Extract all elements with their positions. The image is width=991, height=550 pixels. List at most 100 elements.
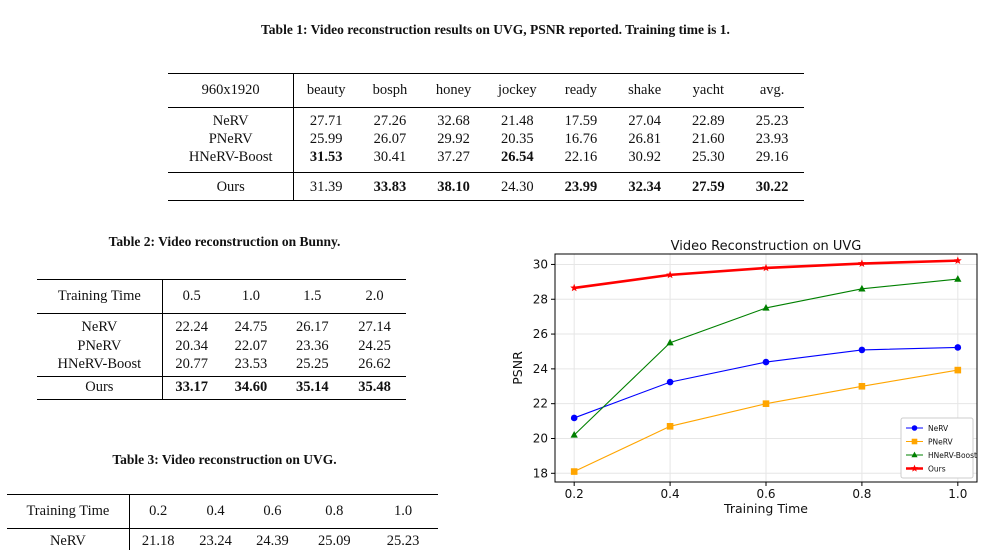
- legend-marker: [912, 425, 918, 431]
- table-header-cell: honey: [422, 74, 486, 108]
- table-cell: 32.34: [613, 173, 677, 201]
- table-cell: 21.60: [677, 130, 741, 149]
- table-cell: 20.77: [162, 356, 220, 376]
- table-cell: 29.92: [422, 130, 486, 149]
- legend-marker: [912, 439, 918, 445]
- table-cell: 22.24: [162, 314, 220, 337]
- table-header-cell: 2.0: [343, 280, 406, 314]
- table-header-cell: ready: [549, 74, 613, 108]
- table-cell: 22.89: [677, 108, 741, 131]
- x-axis-label: Training Time: [723, 501, 808, 516]
- table-header-cell: 1.0: [368, 495, 438, 529]
- table-cell: 32.68: [422, 108, 486, 131]
- y-axis-label: PSNR: [510, 351, 525, 385]
- table-cell: 25.23: [740, 108, 804, 131]
- table-cell: 35.14: [281, 376, 343, 399]
- table-cell: 34.60: [221, 376, 282, 399]
- table-cell: 26.17: [281, 314, 343, 337]
- table-header-cell: 0.8: [300, 495, 368, 529]
- table-header-cell: bosph: [358, 74, 422, 108]
- table-cell: 24.39: [245, 529, 301, 550]
- table-cell: PNeRV: [37, 336, 162, 356]
- table-cell: 24.75: [221, 314, 282, 337]
- table-header-cell: 0.4: [187, 495, 245, 529]
- table-cell: 24.25: [343, 336, 406, 356]
- x-tick-label: 0.4: [661, 487, 680, 501]
- legend-label: Ours: [928, 465, 946, 474]
- table-cell: 23.99: [549, 173, 613, 201]
- data-point: [571, 468, 578, 475]
- table-cell: NeRV: [7, 529, 129, 550]
- table-header-cell: Training Time: [37, 280, 162, 314]
- table-cell: 26.07: [358, 130, 422, 149]
- data-point: [763, 400, 770, 407]
- table-cell: PNeRV: [168, 130, 294, 149]
- table-cell: 30.22: [740, 173, 804, 201]
- x-tick-label: 1.0: [948, 487, 967, 501]
- y-tick-label: 24: [533, 362, 548, 376]
- table-cell: NeRV: [37, 314, 162, 337]
- table-header-cell: jockey: [485, 74, 549, 108]
- table-cell: 37.27: [422, 149, 486, 173]
- table-cell: Ours: [168, 173, 294, 201]
- table-cell: 26.81: [613, 130, 677, 149]
- table-cell: 25.09: [300, 529, 368, 550]
- table-cell: 30.92: [613, 149, 677, 173]
- table-cell: 21.48: [485, 108, 549, 131]
- table-cell: 20.34: [162, 336, 220, 356]
- table-header-cell: avg.: [740, 74, 804, 108]
- table-header-cell: 1.0: [221, 280, 282, 314]
- table-header-cell: shake: [613, 74, 677, 108]
- table-cell: 27.04: [613, 108, 677, 131]
- y-tick-label: 18: [533, 466, 548, 480]
- table2-caption: Table 2: Video reconstruction on Bunny.: [0, 234, 449, 250]
- table-cell: 16.76: [549, 130, 613, 149]
- y-tick-label: 30: [533, 257, 548, 271]
- legend-label: NeRV: [928, 424, 949, 433]
- table-cell: HNeRV-Boost: [168, 149, 294, 173]
- table-cell: 24.30: [485, 173, 549, 201]
- table-header-cell: 1.5: [281, 280, 343, 314]
- table-cell: 27.59: [677, 173, 741, 201]
- table-cell: 35.48: [343, 376, 406, 399]
- x-tick-label: 0.6: [756, 487, 775, 501]
- legend-label: HNeRV-Boost: [928, 451, 977, 460]
- table-header-cell: 0.5: [162, 280, 220, 314]
- table-cell: 22.07: [221, 336, 282, 356]
- table-cell: 23.93: [740, 130, 804, 149]
- table-cell: 38.10: [422, 173, 486, 201]
- table-cell: 27.14: [343, 314, 406, 337]
- data-point: [571, 415, 578, 422]
- table1-caption: Table 1: Video reconstruction results on…: [0, 22, 991, 38]
- table-cell: 23.24: [187, 529, 245, 550]
- table-cell: 25.99: [294, 130, 358, 149]
- chart-title: Video Reconstruction on UVG: [671, 239, 862, 254]
- x-tick-label: 0.2: [565, 487, 584, 501]
- data-point: [955, 344, 962, 351]
- table-cell: NeRV: [168, 108, 294, 131]
- table-cell: HNeRV-Boost: [37, 356, 162, 376]
- table-cell: 27.71: [294, 108, 358, 131]
- table-cell: 31.39: [294, 173, 358, 201]
- table-header-cell: beauty: [294, 74, 358, 108]
- table-cell: 26.62: [343, 356, 406, 376]
- data-point: [955, 367, 962, 374]
- table3-caption: Table 3: Video reconstruction on UVG.: [0, 452, 449, 468]
- table-cell: 29.16: [740, 149, 804, 173]
- table-cell: 26.54: [485, 149, 549, 173]
- data-point: [859, 383, 866, 390]
- table-cell: 22.16: [549, 149, 613, 173]
- table-header-cell: yacht: [677, 74, 741, 108]
